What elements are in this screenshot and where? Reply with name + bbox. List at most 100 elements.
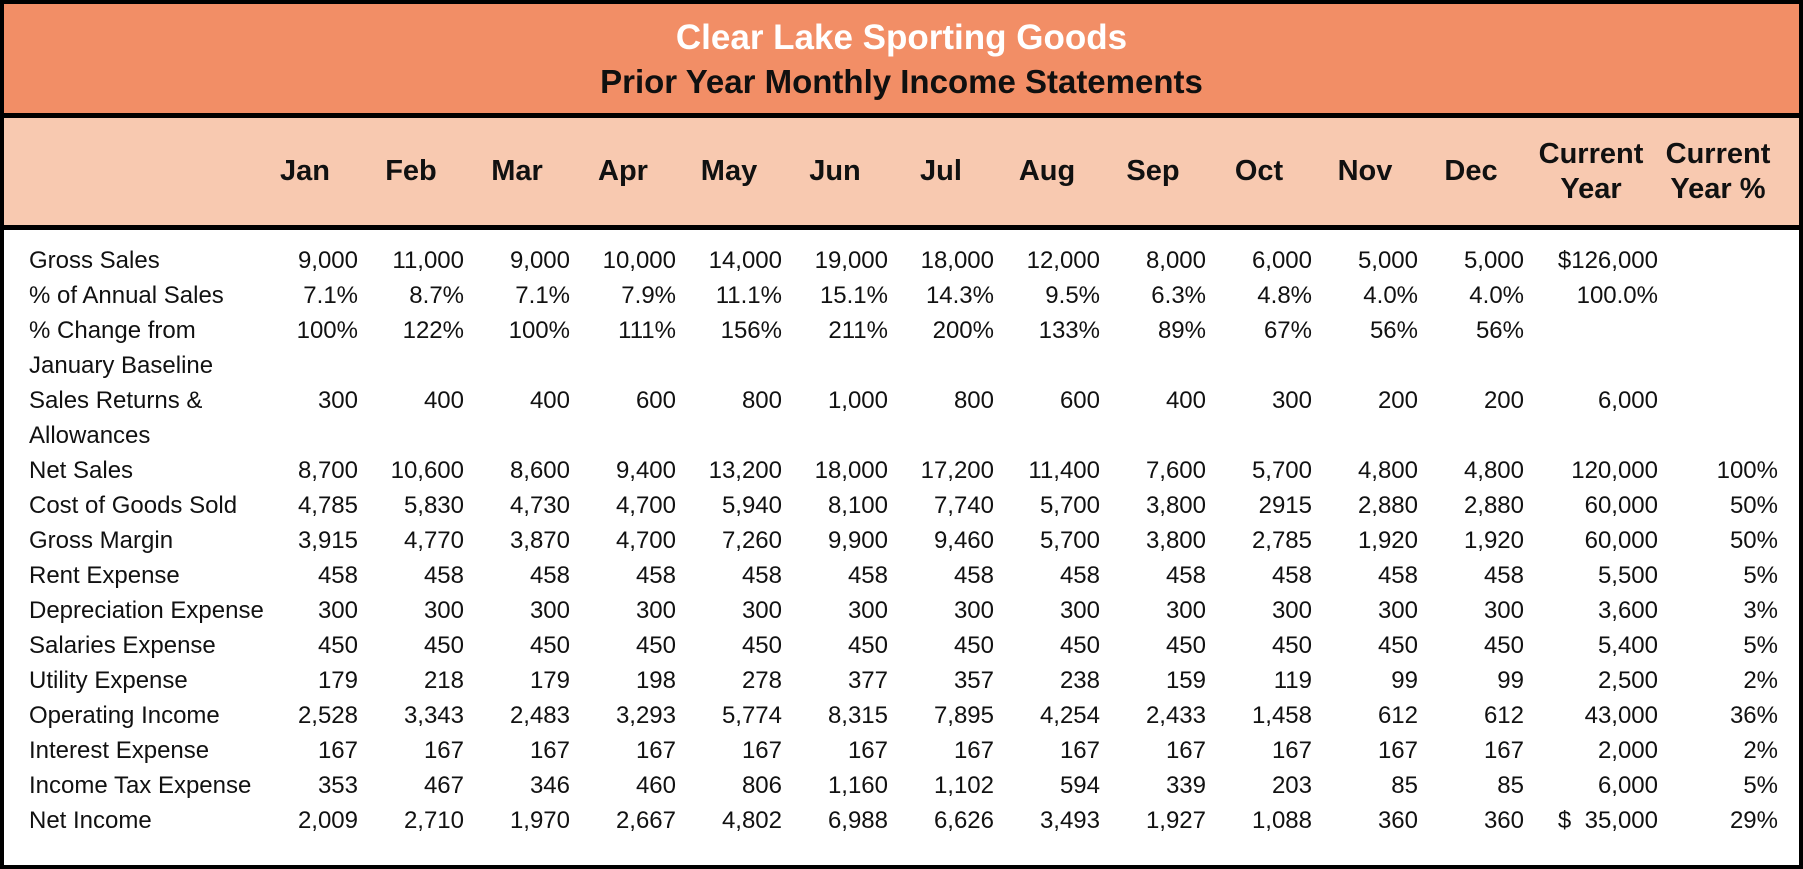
table-cell: 458: [1271, 562, 1312, 589]
table-cell: 3,800: [1145, 527, 1206, 554]
table-cell: 167: [1271, 737, 1312, 764]
table-cell: 167: [635, 737, 676, 764]
table-cell: 2,009: [297, 807, 358, 834]
table-cell: 7,895: [933, 702, 994, 729]
table-cell: 9.5%: [1045, 282, 1100, 309]
table-cell: 8,100: [827, 492, 888, 519]
table-cell: 278: [741, 667, 782, 694]
table-cell: 300: [423, 597, 464, 624]
table-cell: 100%: [508, 317, 570, 344]
table-cell: 300: [1165, 597, 1206, 624]
table-cell: 218: [423, 667, 464, 694]
table-cell: 458: [1377, 562, 1418, 589]
table-row: Gross Margin 3,915 4,770 3,870 4,700 7,260 9,9…: [4, 523, 1799, 558]
table-cell: 2,483: [509, 702, 570, 729]
table-cell: 300: [953, 597, 994, 624]
table-cell: 400: [529, 387, 570, 414]
table-cell: 5,774: [721, 702, 782, 729]
table-cell: 2,710: [403, 807, 464, 834]
table-cell: 4,730: [509, 492, 570, 519]
table-cell: 200: [1377, 387, 1418, 414]
table-cell: 12,000: [1026, 247, 1100, 274]
column-header-dec: Dec: [1444, 155, 1498, 187]
table-cell: 600: [1059, 387, 1100, 414]
table-subtitle: Prior Year Monthly Income Statements: [600, 62, 1203, 100]
table-cell: 67%: [1263, 317, 1312, 344]
table-cell: 122%: [402, 317, 464, 344]
table-cell: 111%: [618, 317, 676, 344]
table-cell: 167: [847, 737, 888, 764]
row-label-line: Net Income: [29, 807, 152, 834]
row-label: Interest Expense: [4, 733, 252, 768]
table-cell: 450: [635, 632, 676, 659]
table-cell: 458: [953, 562, 994, 589]
table-cell: 450: [1377, 632, 1418, 659]
table-cell: 2,785: [1251, 527, 1312, 554]
table-cell: 2%: [1743, 737, 1778, 764]
table-cell: 2,000: [1597, 737, 1658, 764]
table-cell: 7.1%: [303, 282, 358, 309]
table-cell: 5,500: [1597, 562, 1658, 589]
table-row: Interest Expense 167 167 167 167 167 167 167 167…: [4, 733, 1799, 768]
table-cell: $126,000: [1557, 247, 1658, 274]
table-cell: 179: [529, 667, 570, 694]
table-row: Sales Returns & Allowances 300 400 400 600 800…: [4, 383, 1799, 453]
table-cell: 5,000: [1463, 247, 1524, 274]
row-label: Gross Sales: [4, 243, 252, 278]
table-row: % Change from January Baseline 100% 122% 100…: [4, 313, 1799, 383]
table-cell: 167: [1377, 737, 1418, 764]
table-cell: 100%: [296, 317, 358, 344]
row-label-line: Gross Sales: [29, 247, 160, 274]
table-cell: 4.0%: [1363, 282, 1418, 309]
table-cell: 4,785: [297, 492, 358, 519]
table-cell: 458: [529, 562, 570, 589]
table-cell: 460: [635, 772, 676, 799]
column-header-jul: Jul: [920, 155, 962, 187]
table-cell: 1,102: [933, 772, 994, 799]
table-cell: 15.1%: [819, 282, 888, 309]
table-cell: 50%: [1729, 527, 1778, 554]
table-cell: 7,600: [1145, 457, 1206, 484]
table-cell: 159: [1165, 667, 1206, 694]
table-cell: 450: [1271, 632, 1312, 659]
table-cell: 800: [953, 387, 994, 414]
table-cell: 377: [847, 667, 888, 694]
table-cell: 5,940: [721, 492, 782, 519]
table-cell: 11,400: [1028, 457, 1100, 484]
table-cell: 4,802: [721, 807, 782, 834]
row-label-line: January Baseline: [29, 352, 214, 379]
table-cell: 300: [1059, 597, 1100, 624]
table-body: Gross Sales 9,000 11,000 9,000 10,000 14,000 1…: [4, 230, 1799, 838]
table-cell: 1,160: [827, 772, 888, 799]
row-label-line: Salaries Expense: [29, 632, 216, 659]
row-label-line: % Change from: [29, 317, 196, 344]
table-cell: 4.8%: [1257, 282, 1312, 309]
column-header-may: May: [700, 155, 758, 187]
table-cell: 450: [317, 632, 358, 659]
table-row: Cost of Goods Sold 4,785 5,830 4,730 4,700 5,…: [4, 488, 1799, 523]
row-label-line: Gross Margin: [29, 527, 174, 554]
table-cell: 360: [1483, 807, 1524, 834]
table-cell: 9,460: [933, 527, 994, 554]
table-cell: 3,343: [403, 702, 464, 729]
table-cell: 56%: [1369, 317, 1418, 344]
table-cell: 6,000: [1597, 387, 1658, 414]
header-line: Year: [1560, 172, 1622, 205]
table-cell: 458: [741, 562, 782, 589]
table-title-band: Clear Lake Sporting Goods Prior Year Mon…: [4, 4, 1799, 118]
table-cell: 133%: [1038, 317, 1100, 344]
table-cell: 1,970: [509, 807, 570, 834]
table-cell: 458: [635, 562, 676, 589]
table-cell: 9,000: [509, 247, 570, 274]
table-cell: 19,000: [814, 247, 888, 274]
row-label-line: Depreciation Expense: [29, 597, 264, 624]
row-label: Depreciation Expense: [4, 593, 264, 628]
table-cell: 100.0%: [1576, 282, 1658, 309]
row-label-line: Operating Income: [29, 702, 220, 729]
table-cell: 300: [847, 597, 888, 624]
table-cell: 203: [1271, 772, 1312, 799]
table-cell: 450: [1165, 632, 1206, 659]
table-row: Salaries Expense 450 450 450 450 450 450 450 450…: [4, 628, 1799, 663]
table-cell: 198: [635, 667, 676, 694]
row-label: Sales Returns & Allowances: [4, 383, 252, 453]
